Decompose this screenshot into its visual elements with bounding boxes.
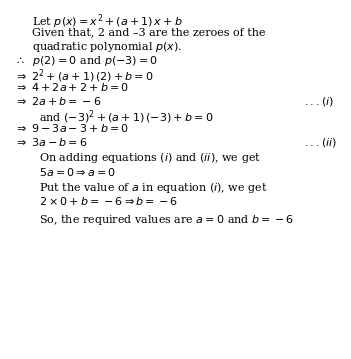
Text: $...(i)$: $...(i)$ <box>304 95 333 108</box>
Text: $\Rightarrow$ $3a - b = 6$: $\Rightarrow$ $3a - b = 6$ <box>14 136 88 148</box>
Text: and $(-3)^2 + (a + 1)\,(-3) + b = 0$: and $(-3)^2 + (a + 1)\,(-3) + b = 0$ <box>39 108 213 126</box>
Text: $\Rightarrow$ $4 + 2a + 2 + b = 0$: $\Rightarrow$ $4 + 2a + 2 + b = 0$ <box>14 81 129 93</box>
Text: $\Rightarrow$ $2^2 + (a + 1)\,(2) + b = 0$: $\Rightarrow$ $2^2 + (a + 1)\,(2) + b = … <box>14 67 154 85</box>
Text: Put the value of $a$ in equation $(i)$, we get: Put the value of $a$ in equation $(i)$, … <box>39 181 267 195</box>
Text: $\Rightarrow$ $2a + b = -6$: $\Rightarrow$ $2a + b = -6$ <box>14 95 101 107</box>
Text: $...(ii)$: $...(ii)$ <box>304 136 337 149</box>
Text: So, the required values are $a = 0$ and $b = -6$: So, the required values are $a = 0$ and … <box>39 213 294 227</box>
Text: Let $p(x) = x^2 + (a + 1)\,x + b$: Let $p(x) = x^2 + (a + 1)\,x + b$ <box>32 13 183 31</box>
Text: $\Rightarrow$ $9 - 3a - 3 + b = 0$: $\Rightarrow$ $9 - 3a - 3 + b = 0$ <box>14 122 129 134</box>
Text: $2 \times 0 + b = -6 \Rightarrow b = -6$: $2 \times 0 + b = -6 \Rightarrow b = -6$ <box>39 195 178 207</box>
Text: $5a = 0 \Rightarrow a = 0$: $5a = 0 \Rightarrow a = 0$ <box>39 166 116 178</box>
Text: quadratic polynomial $p(x)$.: quadratic polynomial $p(x)$. <box>32 40 181 54</box>
Text: Given that, 2 and –3 are the zeroes of the: Given that, 2 and –3 are the zeroes of t… <box>32 27 265 37</box>
Text: On adding equations $(i)$ and $(ii)$, we get: On adding equations $(i)$ and $(ii)$, we… <box>39 151 261 165</box>
Text: $\therefore$  $p(2) = 0$ and $p(-3) = 0$: $\therefore$ $p(2) = 0$ and $p(-3) = 0$ <box>14 54 158 68</box>
